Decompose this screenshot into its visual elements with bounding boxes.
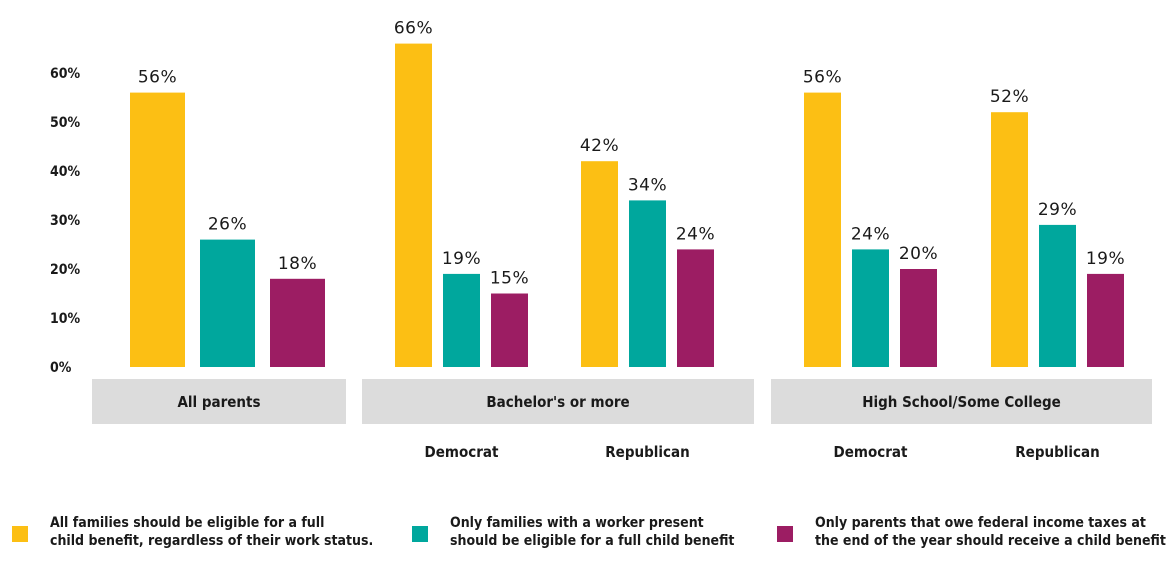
bar xyxy=(130,92,185,367)
subgroup-label: Democrat xyxy=(834,443,908,461)
legend-swatch-magenta xyxy=(777,526,793,542)
data-label: 52% xyxy=(990,87,1029,107)
group-band xyxy=(362,379,754,424)
bar xyxy=(1039,224,1076,367)
legend-item-worker-present: Only families with a worker present shou… xyxy=(412,514,734,550)
group-band xyxy=(92,379,346,424)
data-label: 19% xyxy=(1086,249,1125,269)
data-label: 56% xyxy=(138,68,177,88)
group-label: Bachelor's or more xyxy=(486,393,629,411)
data-label: 66% xyxy=(394,19,433,39)
data-label: 18% xyxy=(278,254,317,274)
bar xyxy=(1087,273,1124,367)
data-label: 19% xyxy=(442,249,481,269)
bar xyxy=(200,239,255,367)
subgroup-label: Democrat xyxy=(425,443,499,461)
data-label: 29% xyxy=(1038,200,1077,220)
y-tick-label: 30% xyxy=(50,213,81,229)
group-label: High School/Some College xyxy=(862,393,1061,411)
bar xyxy=(991,112,1028,367)
subgroup-label: Republican xyxy=(1015,443,1099,461)
y-tick-label: 60% xyxy=(50,66,81,82)
y-tick-label: 10% xyxy=(50,311,81,327)
legend-swatch-teal xyxy=(412,526,428,542)
bar xyxy=(395,43,432,367)
y-tick-label: 0% xyxy=(50,360,72,376)
legend-item-owe-taxes: Only parents that owe federal income tax… xyxy=(777,514,1166,550)
group-band xyxy=(771,379,1152,424)
bar xyxy=(581,161,618,367)
y-tick-label: 40% xyxy=(50,164,81,180)
y-tick-label: 20% xyxy=(50,262,81,278)
bar xyxy=(270,278,325,367)
legend-item-all-families: All families should be eligible for a fu… xyxy=(12,514,373,550)
y-tick-label: 50% xyxy=(50,115,81,131)
group-label: All parents xyxy=(177,393,260,411)
bar xyxy=(852,249,889,367)
bar xyxy=(804,92,841,367)
subgroup-label: Republican xyxy=(605,443,689,461)
bar xyxy=(900,269,937,367)
bar xyxy=(491,293,528,367)
data-label: 24% xyxy=(676,224,715,244)
data-label: 24% xyxy=(851,224,890,244)
bar xyxy=(443,273,480,367)
data-label: 20% xyxy=(899,244,938,264)
data-label: 56% xyxy=(803,68,842,88)
bar-chart: 0% 10% 20% 30% 40% 50% 60% 56% 26% 18% All parents… xyxy=(50,19,1152,461)
legend-label: All families should be eligible for a fu… xyxy=(50,515,374,549)
data-label: 15% xyxy=(490,269,529,289)
data-label: 42% xyxy=(580,136,619,156)
bar xyxy=(677,249,714,367)
data-label: 34% xyxy=(628,175,667,195)
data-label: 26% xyxy=(208,215,247,235)
legend-swatch-yellow xyxy=(12,526,28,542)
legend-label: Only parents that owe federal income tax… xyxy=(815,515,1166,549)
bar xyxy=(629,200,666,367)
legend-label: Only families with a worker present shou… xyxy=(450,515,735,549)
